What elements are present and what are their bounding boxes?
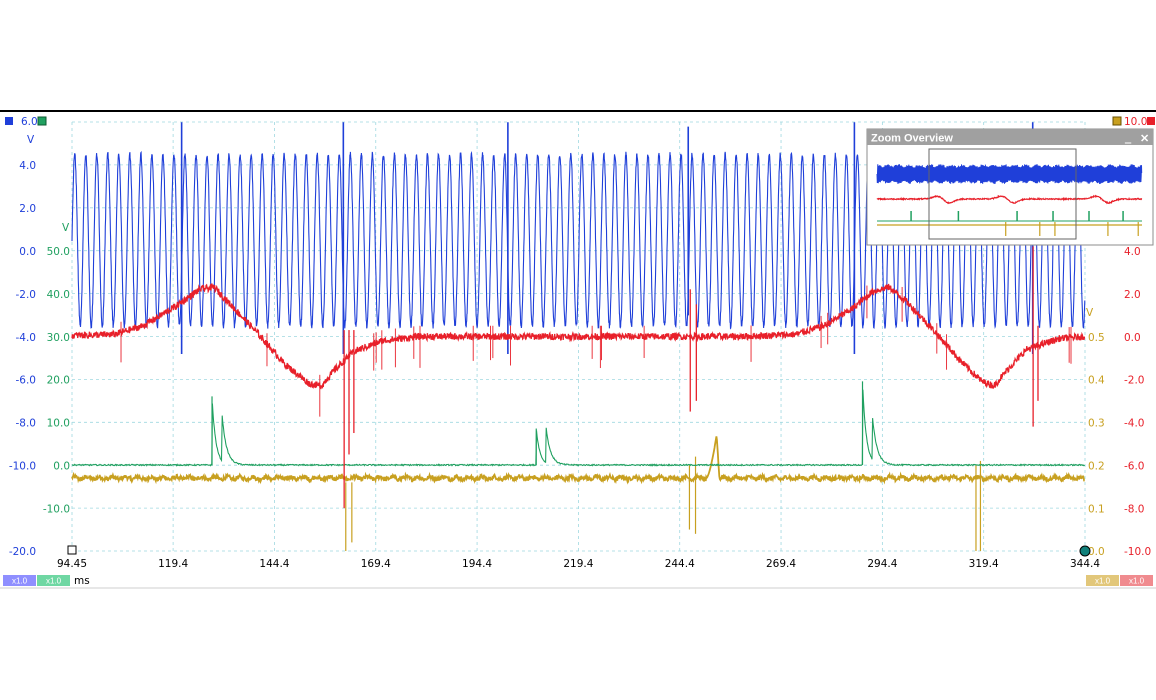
axis-tick-label: 20.0 <box>47 375 70 387</box>
x-tick-label: 294.4 <box>867 558 897 570</box>
axis-tick-label: -2.0 <box>1124 375 1145 387</box>
channel-b-unit: V <box>62 222 70 234</box>
minimize-icon[interactable]: ‗ <box>1124 132 1132 144</box>
axis-tick-label: 40.0 <box>47 289 70 301</box>
x-tick-label: 119.4 <box>158 558 188 570</box>
axis-tick-label: -20.0 <box>9 546 36 558</box>
scale-box-channel-a[interactable]: x1.0 <box>3 575 36 586</box>
axis-channel-b: 50.0 40.0 30.0 20.0 10.0 0.0 -10.0 <box>43 246 70 515</box>
axis-tick-label: 4.0 <box>19 160 36 172</box>
axis-tick-label: 50.0 <box>47 246 70 258</box>
axis-tick-label: -2.0 <box>16 289 37 301</box>
x-tick-label: 269.4 <box>766 558 796 570</box>
trace-channel-b <box>71 389 1085 467</box>
axis-tick-label: -10.0 <box>43 503 70 515</box>
axis-tick-label: -8.0 <box>16 418 37 430</box>
axis-tick-label: 2.0 <box>1124 289 1141 301</box>
channel-c-unit: V <box>1086 307 1094 319</box>
scale-box-channel-c[interactable]: x1.0 <box>1086 575 1119 586</box>
trace-channel-d <box>71 283 1086 390</box>
svg-text:x1.0: x1.0 <box>1129 577 1145 586</box>
x-tick-label: 344.4 <box>1070 558 1100 570</box>
axis-tick-label: 4.0 <box>1124 246 1141 258</box>
axis-tick-label: 0.1 <box>1088 503 1105 515</box>
channel-a-top-value: 6.0 <box>21 116 38 128</box>
channel-b-marker-icon[interactable] <box>37 116 47 126</box>
axis-tick-label: -4.0 <box>1124 418 1145 430</box>
zoom-overview-preview <box>876 164 1143 236</box>
ruler-handle-left-icon[interactable] <box>67 545 77 555</box>
axis-tick-label: 10.0 <box>47 418 70 430</box>
zoom-overview-titlebar[interactable] <box>867 129 1153 145</box>
x-tick-label: 244.4 <box>665 558 695 570</box>
close-icon[interactable]: ✕ <box>1140 133 1149 145</box>
trace-channel-a <box>71 150 1086 330</box>
trace-channel-c <box>71 436 1085 485</box>
x-tick-label: 169.4 <box>361 558 391 570</box>
axis-tick-label: -6.0 <box>16 375 37 387</box>
axis-tick-label: -10.0 <box>9 461 36 473</box>
traces <box>71 122 1086 551</box>
axis-tick-label: 2.0 <box>19 203 36 215</box>
x-tick-label: 194.4 <box>462 558 492 570</box>
axis-channel-c: 0.5 0.4 0.3 0.2 0.1 0.0 <box>1088 332 1105 558</box>
axis-tick-label: 0.2 <box>1088 461 1105 473</box>
channel-a-marker-icon[interactable] <box>5 117 13 125</box>
axis-tick-label: 0.5 <box>1088 332 1105 344</box>
axis-tick-label: 0.4 <box>1088 375 1105 387</box>
axis-tick-label: 30.0 <box>47 332 70 344</box>
axis-tick-label: 0.0 <box>53 461 70 473</box>
scale-box-channel-b[interactable]: x1.0 <box>37 575 70 586</box>
x-tick-label: 319.4 <box>969 558 999 570</box>
time-unit-label: ms <box>74 575 90 587</box>
axis-tick-label: 0.0 <box>19 246 36 258</box>
zoom-overview-selection[interactable] <box>928 148 1077 240</box>
axis-channel-d: 4.0 2.0 0.0 -2.0 -4.0 -6.0 -8.0 -10.0 <box>1124 246 1151 558</box>
channel-c-marker-icon[interactable] <box>1112 116 1122 126</box>
axis-tick-label: -4.0 <box>16 332 37 344</box>
axis-tick-label: -8.0 <box>1124 503 1145 515</box>
axis-tick-label: -10.0 <box>1124 546 1151 558</box>
channel-d-marker-icon[interactable] <box>1147 117 1155 125</box>
axis-channel-a: 4.0 2.0 0.0 -2.0 -4.0 -6.0 -8.0 -10.0 -20.0 <box>9 160 36 558</box>
x-tick-label: 94.45 <box>57 558 87 570</box>
channel-a-unit: V <box>27 134 35 146</box>
axis-tick-label: 0.3 <box>1088 418 1105 430</box>
svg-text:x1.0: x1.0 <box>1095 577 1111 586</box>
scale-box-channel-d[interactable]: x1.0 <box>1120 575 1153 586</box>
x-tick-label: 219.4 <box>563 558 593 570</box>
overview-trace-d <box>876 194 1143 205</box>
svg-text:x1.0: x1.0 <box>46 577 62 586</box>
zoom-overview-title: Zoom Overview <box>871 133 953 145</box>
ruler-handle-right-icon[interactable] <box>1079 545 1091 557</box>
axis-tick-label: -6.0 <box>1124 461 1145 473</box>
axis-tick-label: 0.0 <box>1124 332 1141 344</box>
time-axis: 94.45 119.4 144.4 169.4 194.4 219.4 244.4 269.4… <box>57 558 1100 570</box>
svg-text:x1.0: x1.0 <box>12 577 28 586</box>
overview-trace-a <box>876 164 1143 185</box>
x-tick-label: 144.4 <box>259 558 289 570</box>
zoom-overview-window[interactable]: Zoom Overview ‗ ✕ <box>866 128 1154 246</box>
axis-tick-label: 0.0 <box>1088 546 1105 558</box>
channel-d-top-value: 10.0 <box>1124 116 1147 128</box>
